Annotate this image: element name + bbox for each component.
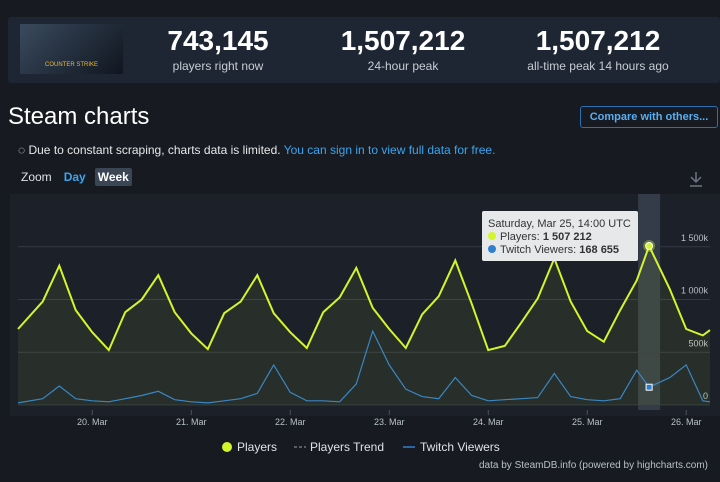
notice: ◌ Due to constant scraping, charts data … [18, 143, 496, 157]
y-tick-label: 0 [703, 391, 708, 401]
tooltip-label: Twitch Viewers: [500, 244, 576, 256]
legend-symbol [222, 442, 232, 452]
zoom-option[interactable]: Day [63, 170, 86, 184]
hover-point [645, 241, 654, 250]
tooltip-swatch [488, 232, 496, 240]
stat-value: 743,145 [167, 25, 269, 56]
section-title: Steam charts [8, 103, 150, 130]
x-tick-label: 25. Mar [572, 417, 603, 427]
header: COUNTER STRIKE 743,145 players right now … [8, 17, 720, 83]
x-tick-label: 21. Mar [176, 417, 207, 427]
zoom-label: Zoom [21, 170, 52, 184]
stat-label: 24-hour peak [367, 59, 439, 73]
compare-button[interactable]: Compare with others... [580, 106, 718, 128]
tooltip-box [482, 211, 638, 261]
stat-label: all-time peak 14 hours ago [527, 59, 669, 73]
stat: 1,507,212 24-hour peak [313, 25, 493, 73]
x-tick-label: 24. Mar [473, 417, 504, 427]
game-logo: COUNTER STRIKE [20, 24, 123, 74]
area [18, 246, 710, 405]
download-icon[interactable] [690, 172, 702, 187]
tooltip-label: Players: [500, 231, 540, 243]
zoom-option[interactable]: Week [94, 168, 132, 186]
tooltip-row: Twitch Viewers: 168 655 [500, 244, 619, 256]
tooltip-swatch [488, 245, 496, 253]
line [17, 329, 711, 404]
y-tick-label: 500k [688, 338, 708, 348]
legend-label: Twitch Viewers [420, 440, 500, 454]
stat-label: players right now [172, 59, 264, 73]
x-tick-label: 26. Mar [671, 417, 702, 427]
stat: 1,507,212 all-time peak 14 hours ago [508, 25, 688, 73]
x-tick-label: 20. Mar [77, 417, 108, 427]
stat: 743,145 players right now [128, 25, 308, 73]
hover-point [645, 383, 653, 391]
stat-value: 1,507,212 [340, 25, 466, 56]
y-tick-label: 1 500k [681, 233, 709, 243]
legend-label: Players [237, 440, 277, 454]
x-tick-label: 22. Mar [275, 417, 306, 427]
hover-band [638, 194, 661, 410]
credit: data by SteamDB.info (powered by highcha… [479, 460, 708, 471]
legend-label: Players Trend [310, 440, 384, 454]
x-tick-label: 23. Mar [374, 417, 405, 427]
zoom: Zoom Day Week [18, 168, 138, 186]
stat-value: 1,507,212 [535, 25, 661, 56]
notice-text: Due to constant scraping, charts data is… [28, 143, 281, 157]
line [17, 243, 711, 352]
tooltip-title: Saturday, Mar 25, 14:00 UTC [488, 218, 631, 230]
y-tick-label: 1 000k [681, 286, 709, 296]
tooltip-row: Players: 1 507 212 [500, 231, 592, 243]
tooltip-value: 1 507 212 [543, 231, 592, 243]
sign-in-link[interactable]: You can sign in to view full data for fr… [283, 143, 496, 157]
tooltip-value: 168 655 [579, 244, 619, 256]
